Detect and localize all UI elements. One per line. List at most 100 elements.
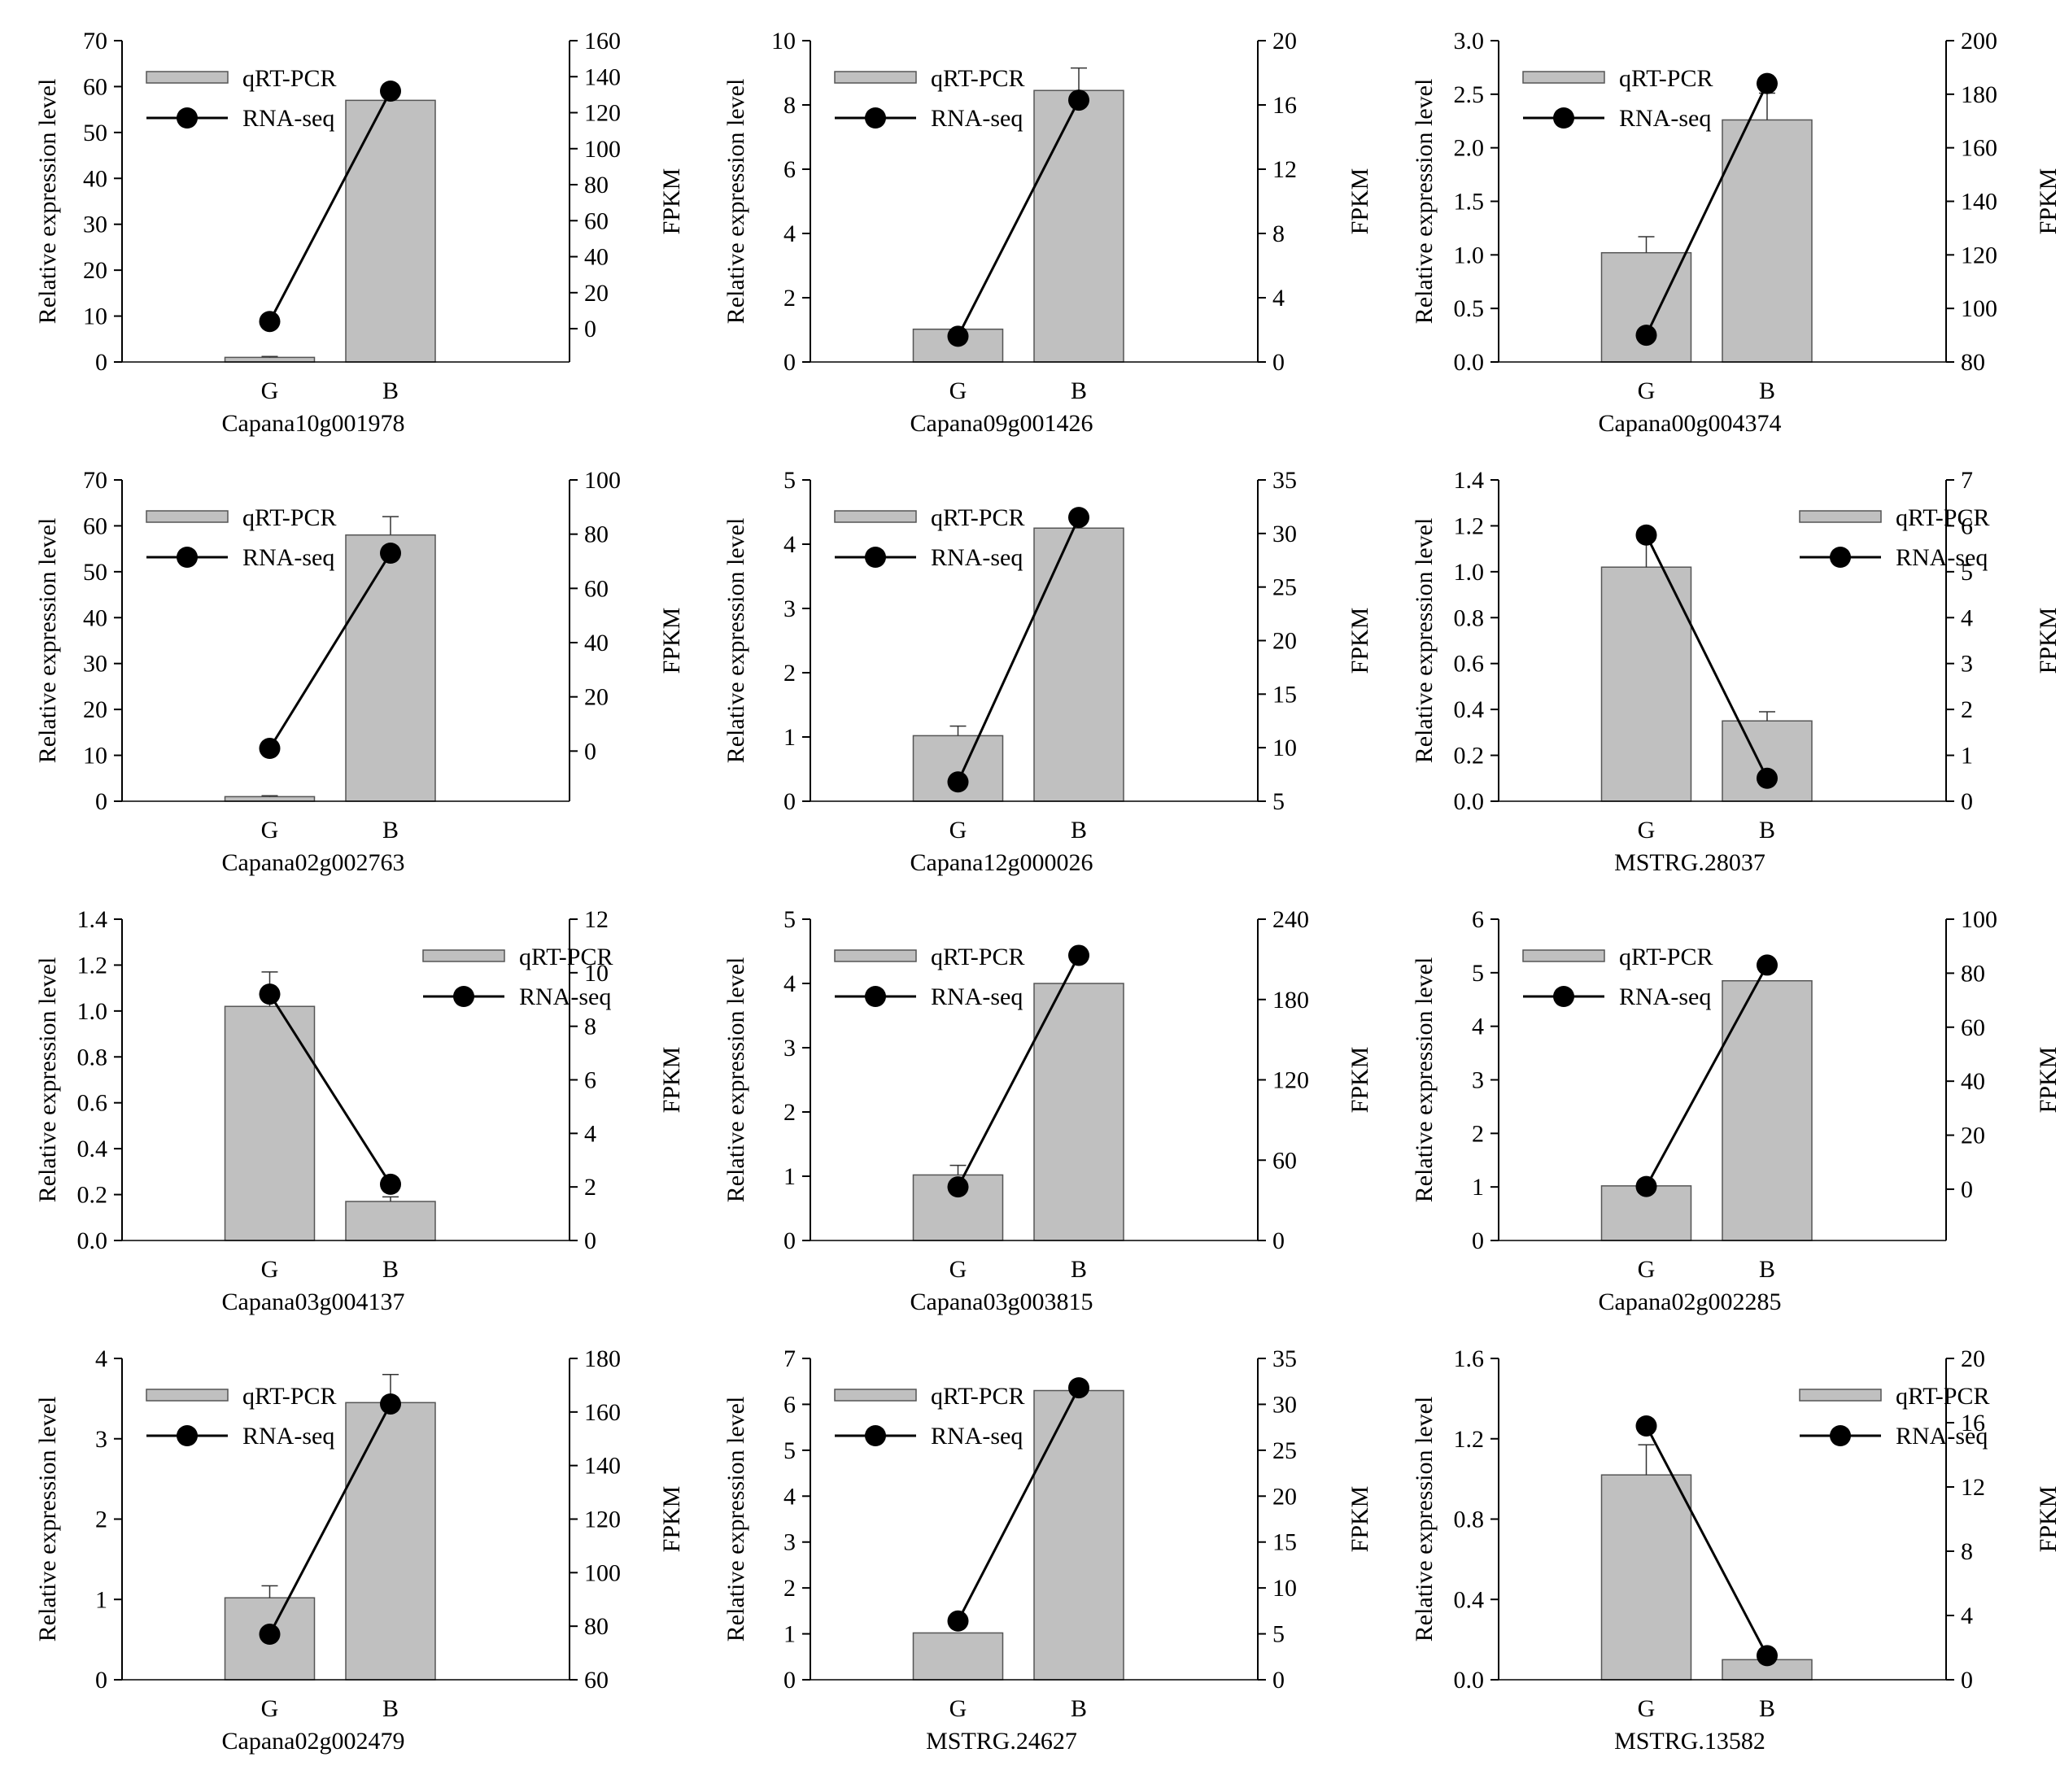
- right-tick: 100: [1946, 906, 1997, 933]
- legend-line-marker: [177, 547, 198, 568]
- legend-bar-label: qRT-PCR: [1896, 504, 1989, 531]
- category-label-B: B: [382, 1695, 399, 1722]
- right-tick: 120: [1946, 242, 1997, 268]
- right-tick-label: 25: [1272, 574, 1297, 601]
- left-tick: 0.8: [1454, 604, 1499, 631]
- left-axis-title: Relative expression level: [1411, 1397, 1438, 1642]
- rna-seq-line: [1645, 83, 1769, 336]
- legend-line-label: RNA-seq: [1896, 1423, 1988, 1450]
- left-tick-label: 30: [83, 211, 107, 238]
- left-tick-label: 2.5: [1454, 81, 1485, 108]
- legend-line-label: RNA-seq: [1896, 544, 1988, 571]
- left-tick-label: 60: [83, 73, 107, 100]
- right-tick-label: 12: [584, 906, 609, 933]
- right-tick: 80: [570, 172, 609, 198]
- right-tick-label: 0: [1272, 349, 1285, 376]
- legend-line-marker: [1553, 107, 1574, 129]
- left-tick-label: 50: [83, 120, 107, 146]
- category: G: [261, 1256, 279, 1283]
- left-tick: 0.0: [1454, 788, 1499, 815]
- right-tick: 140: [570, 1453, 621, 1480]
- right-tick-label: 16: [1961, 1410, 1985, 1437]
- right-tick-label: 12: [1961, 1474, 1985, 1501]
- legend-line-marker: [453, 986, 474, 1007]
- legend: qRT-PCR RNA-seq: [146, 1383, 336, 1450]
- right-tick: 16: [1258, 92, 1297, 119]
- right-tick: 160: [570, 28, 621, 55]
- right-tick-label: 5: [1272, 1621, 1285, 1648]
- left-tick-label: 6: [783, 156, 796, 183]
- right-tick: 15: [1258, 681, 1297, 708]
- bar-B: [345, 99, 436, 363]
- left-tick: 0: [783, 1667, 810, 1694]
- right-tick: 1: [1946, 743, 1973, 770]
- right-tick-label: 16: [1272, 92, 1297, 119]
- left-tick: 1.0: [1454, 242, 1499, 268]
- legend: qRT-PCR RNA-seq: [834, 65, 1024, 132]
- right-tick-label: 160: [584, 28, 621, 55]
- legend-line-label: RNA-seq: [242, 105, 334, 132]
- category: B: [1071, 1695, 1087, 1722]
- left-tick: 0.6: [77, 1090, 122, 1117]
- category: G: [949, 1256, 967, 1283]
- left-tick-label: 1: [95, 1586, 107, 1613]
- right-tick-label: 7: [1961, 467, 1973, 494]
- rna-seq-point-G: [1635, 1415, 1657, 1437]
- left-axis-title: Relative expression level: [34, 1397, 61, 1642]
- rna-seq-point-B: [1068, 507, 1089, 529]
- left-tick-label: 4: [783, 220, 796, 247]
- left-tick-label: 0.0: [1454, 1667, 1485, 1694]
- left-tick: 4: [783, 1483, 810, 1510]
- right-tick: 8: [1258, 220, 1285, 247]
- right-tick-label: 20: [584, 684, 609, 711]
- left-tick: 60: [83, 512, 122, 539]
- right-tick-label: 8: [584, 1014, 596, 1040]
- category: B: [1071, 817, 1087, 844]
- left-axis-title: Relative expression level: [34, 957, 61, 1203]
- left-tick-label: 5: [1472, 960, 1484, 987]
- left-tick: 2.5: [1454, 81, 1499, 108]
- right-tick: 4: [1946, 604, 1973, 631]
- right-tick-label: 2: [1961, 696, 1973, 723]
- right-tick-label: 0: [584, 738, 596, 765]
- left-tick-label: 1.5: [1454, 189, 1485, 216]
- right-tick-label: 8: [1272, 220, 1285, 247]
- left-tick: 5: [783, 906, 810, 933]
- category: B: [1071, 377, 1087, 404]
- right-tick-label: 60: [1961, 1014, 1985, 1041]
- right-axis-title: FPKM: [2035, 1047, 2060, 1114]
- category-label-B: B: [1759, 1256, 1775, 1283]
- left-tick-label: 0.4: [77, 1136, 108, 1162]
- left-tick: 40: [83, 604, 122, 631]
- right-tick: 160: [1946, 135, 1997, 162]
- right-tick-label: 60: [584, 207, 609, 234]
- right-tick-label: 180: [1961, 81, 1997, 108]
- left-tick-label: 0.2: [77, 1182, 108, 1209]
- right-tick: 40: [570, 630, 609, 656]
- left-tick-label: 0.0: [77, 1227, 108, 1254]
- category: B: [382, 1256, 399, 1283]
- left-tick-label: 2: [783, 660, 796, 687]
- right-axis-title: FPKM: [1346, 168, 1372, 235]
- category-label-B: B: [1759, 817, 1775, 844]
- right-tick: 20: [1258, 1483, 1297, 1510]
- category: B: [1071, 1256, 1087, 1283]
- legend-bar-label: qRT-PCR: [242, 504, 336, 531]
- category-label-G: G: [261, 1695, 279, 1722]
- category-label-B: B: [382, 1256, 399, 1283]
- left-tick-label: 2: [783, 285, 796, 312]
- bar-G: [912, 1632, 1004, 1681]
- legend: qRT-PCR RNA-seq: [422, 944, 613, 1010]
- rna-seq-point-B: [1757, 1645, 1778, 1667]
- left-tick: 0.8: [77, 1044, 122, 1070]
- legend-bar-swatch: [146, 510, 229, 523]
- category-label-G: G: [949, 817, 967, 844]
- right-tick-label: 35: [1272, 467, 1297, 494]
- legend: qRT-PCR RNA-seq: [146, 504, 336, 571]
- rna-seq-point-G: [1635, 524, 1657, 546]
- bar-B: [1033, 983, 1124, 1241]
- left-tick-label: 1: [783, 1163, 796, 1190]
- left-tick-label: 6: [783, 1391, 796, 1418]
- left-tick-label: 0: [95, 349, 107, 376]
- left-tick-label: 0.4: [1454, 696, 1485, 723]
